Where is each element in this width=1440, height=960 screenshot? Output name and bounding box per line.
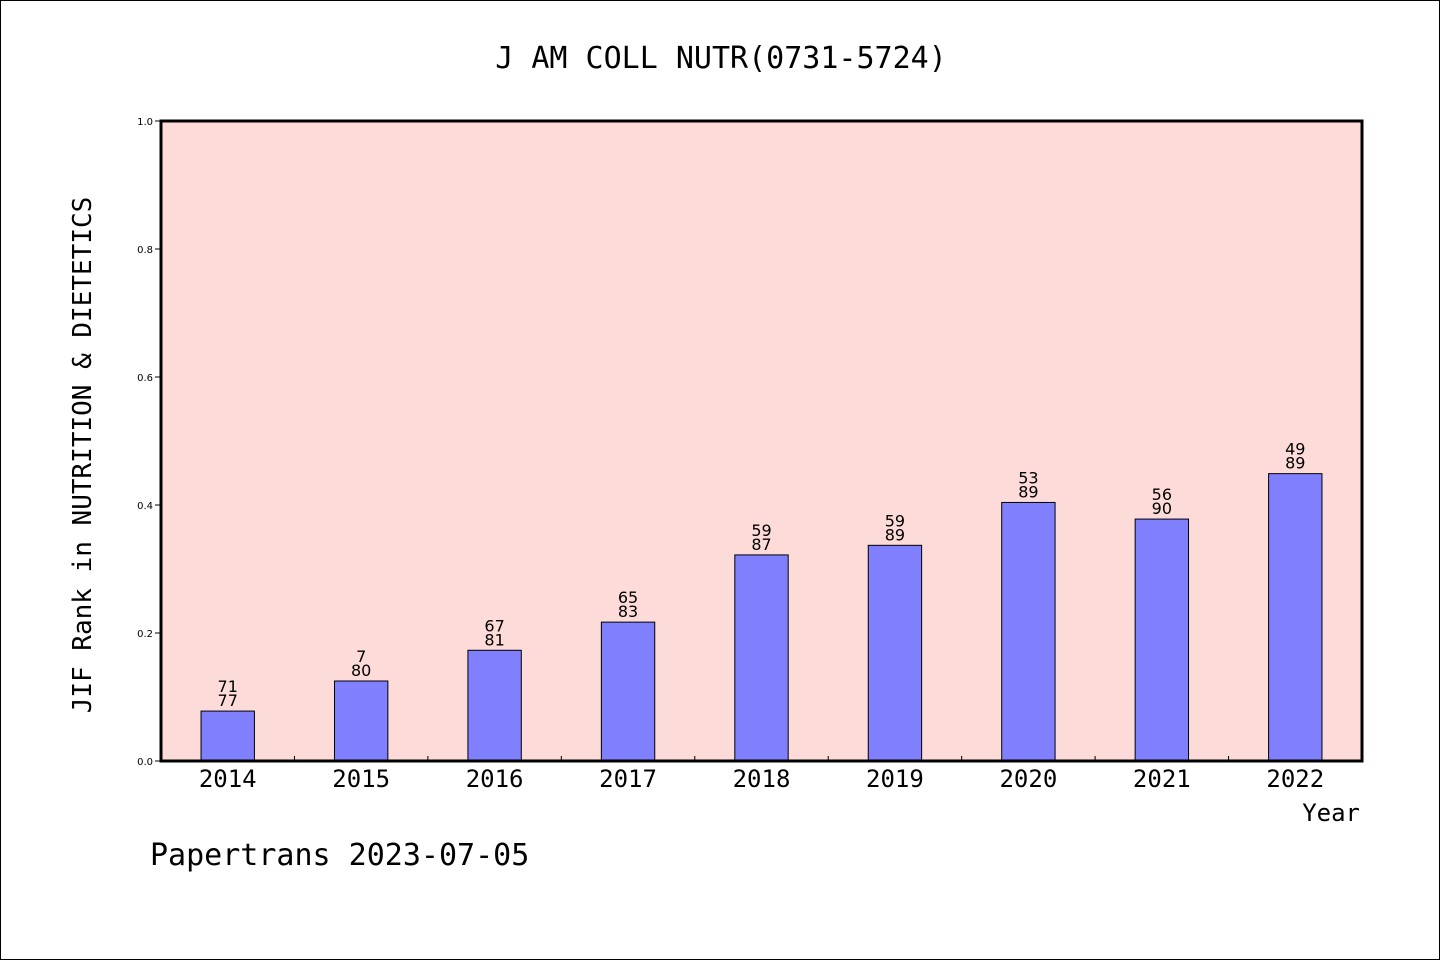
bar-rank-label: 71	[218, 677, 238, 696]
y-tick-label: 0.0	[137, 757, 153, 768]
y-tick-label: 0.4	[137, 501, 153, 512]
x-tick-label: 2014	[199, 765, 257, 793]
x-tick-label: 2017	[599, 765, 657, 793]
bar-2022	[1268, 473, 1323, 762]
y-tick-label: 0.2	[137, 629, 153, 640]
bar-total-label: 90	[1152, 499, 1172, 518]
x-tick-label: 2015	[332, 765, 390, 793]
bar-rank-label: 65	[618, 588, 638, 607]
bar-rank-label: 7	[356, 647, 366, 666]
bars-group	[200, 473, 1323, 762]
x-tick-label: 2016	[466, 765, 524, 793]
bar-total-label: 87	[751, 535, 771, 554]
bar-rank-label: 53	[1018, 468, 1038, 487]
bar-2018	[734, 554, 789, 762]
footer-credit: Papertrans 2023-07-05	[150, 838, 529, 873]
bar-2017	[600, 621, 656, 762]
bar-2019	[867, 544, 923, 762]
y-tick-label: 0.8	[137, 245, 153, 256]
plot-frame	[159, 119, 1364, 763]
y-tick-label: 1.0	[137, 117, 153, 128]
y-axis-ticks: 0.0 0.2 0.4 0.6 0.8 1.0	[137, 117, 161, 768]
bar-rank-label: 59	[885, 511, 905, 530]
bar-total-label: 89	[1018, 482, 1038, 501]
x-tick-label: 2022	[1266, 765, 1324, 793]
x-tick-label: 2021	[1133, 765, 1191, 793]
bar-total-label: 77	[218, 691, 238, 710]
bar-rank-label: 56	[1152, 485, 1172, 504]
bar-2015	[333, 680, 389, 762]
bar-rank-label: 49	[1285, 440, 1305, 459]
bar-2014	[200, 710, 255, 762]
x-axis-ticks: 2014 2015 2016 2017 2018 2019 2020 2021 2022	[199, 756, 1324, 793]
bar-rank-label: 67	[484, 616, 504, 635]
bar-2021	[1134, 518, 1190, 762]
bar-total-label: 83	[618, 602, 638, 621]
x-tick-label: 2019	[866, 765, 924, 793]
bar-2020	[1001, 501, 1056, 762]
bar-rank-label: 59	[751, 521, 771, 540]
x-axis-label: Year	[1302, 799, 1360, 827]
x-tick-label: 2018	[733, 765, 791, 793]
chart-title: J AM COLL NUTR(0731-5724)	[495, 41, 947, 76]
bar-total-label: 81	[484, 630, 504, 649]
y-tick-label: 0.6	[137, 373, 153, 384]
y-axis-label: JIF Rank in NUTRITION & DIETETICS	[68, 197, 98, 714]
bar-total-label: 89	[885, 525, 905, 544]
bar-total-label: 80	[351, 661, 371, 680]
bar-total-label: 89	[1285, 454, 1305, 473]
bar-2016	[467, 649, 522, 762]
x-tick-label: 2020	[999, 765, 1057, 793]
